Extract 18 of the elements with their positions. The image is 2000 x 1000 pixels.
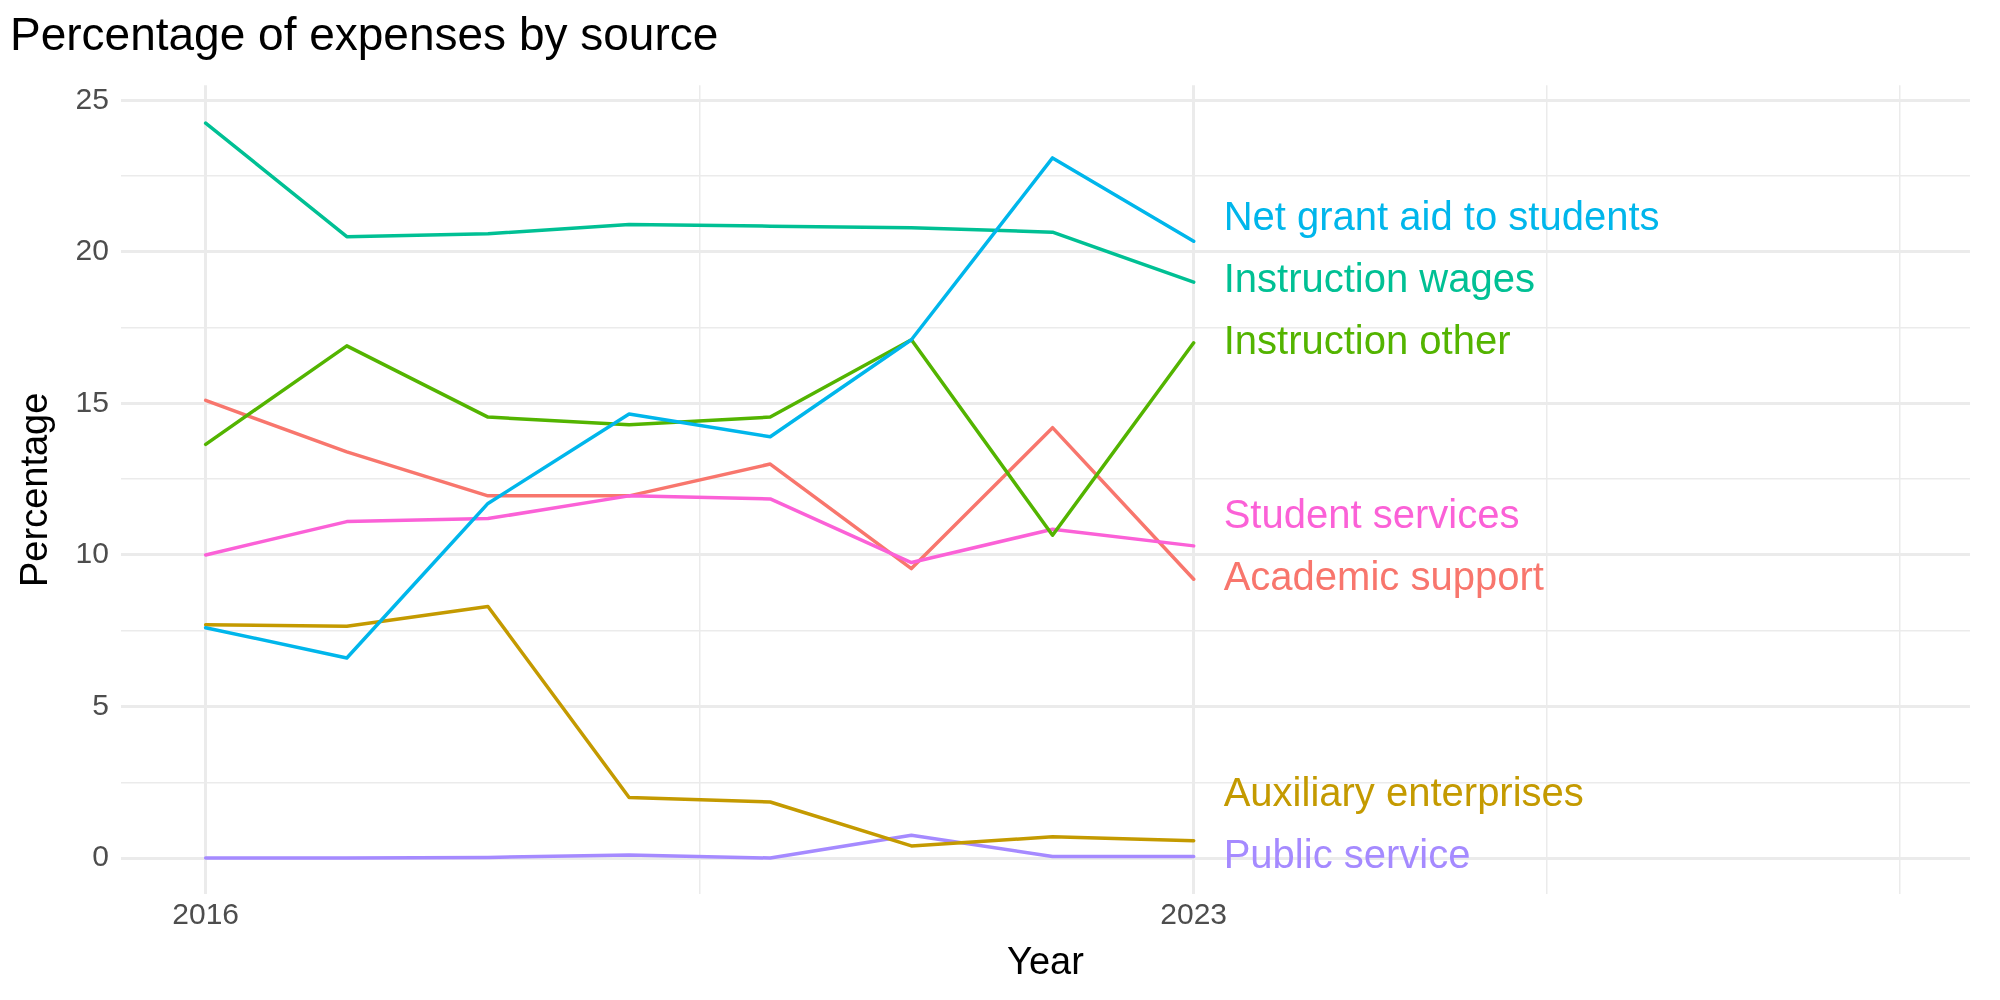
chart-title: Percentage of expenses by source — [10, 8, 719, 61]
y-tick-label: 20 — [75, 233, 109, 267]
y-axis-title: Percentage — [13, 392, 56, 587]
series-label: Student services — [1223, 492, 1520, 537]
x-tick-label: 2016 — [172, 896, 240, 930]
y-tick-label: 5 — [92, 687, 109, 721]
series-label: Net grant aid to students — [1223, 193, 1660, 238]
x-tick-label: 2023 — [1160, 896, 1228, 930]
series-label: Instruction wages — [1223, 255, 1535, 300]
x-axis-title: Year — [1007, 939, 1085, 982]
y-tick-label: 10 — [75, 536, 109, 570]
series-label: Instruction other — [1223, 317, 1511, 362]
series-label: Academic support — [1223, 554, 1544, 599]
y-tick-label: 15 — [75, 384, 109, 418]
y-tick-label: 0 — [92, 839, 109, 873]
series-label: Public service — [1223, 831, 1471, 876]
series-label: Auxiliary enterprises — [1223, 769, 1584, 814]
y-tick-label: 25 — [75, 81, 109, 115]
